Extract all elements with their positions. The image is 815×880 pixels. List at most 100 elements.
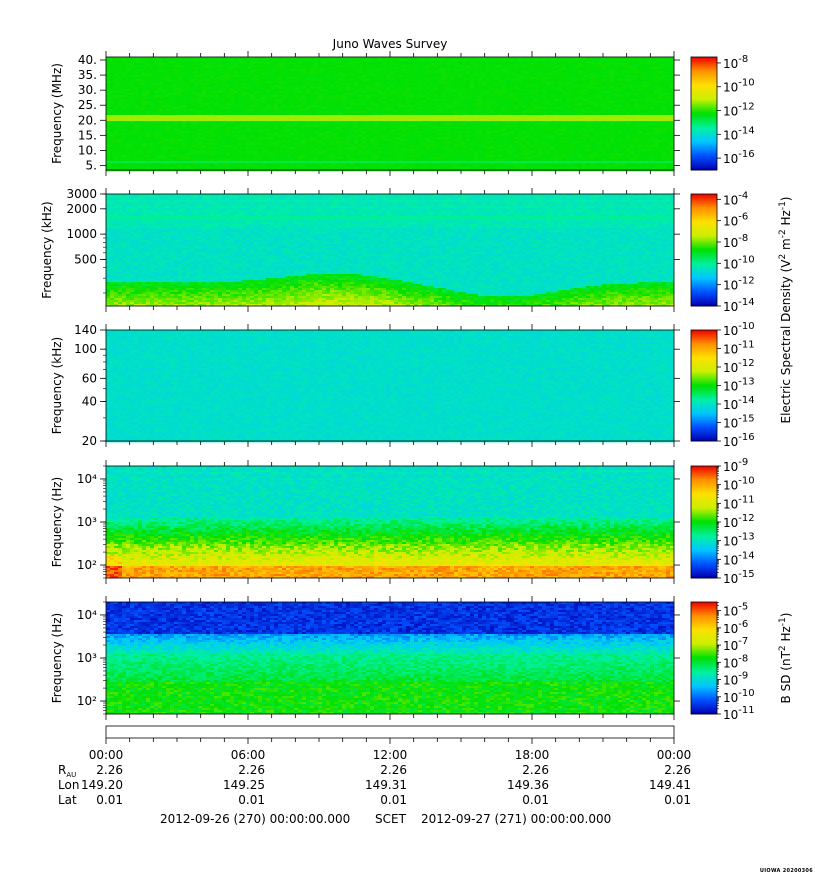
heatmap-cell xyxy=(306,103,311,106)
heatmap-cell xyxy=(534,121,539,124)
heatmap-cell xyxy=(466,65,471,68)
heatmap-cell xyxy=(374,117,379,120)
heatmap-cell xyxy=(374,71,379,74)
heatmap-cell xyxy=(470,99,475,102)
heatmap-cell xyxy=(666,125,671,128)
heatmap-cell xyxy=(554,59,559,62)
heatmap-cell xyxy=(182,63,187,66)
heatmap-cell xyxy=(574,65,579,68)
heatmap-cell xyxy=(478,117,483,120)
heatmap-cell xyxy=(474,81,479,84)
heatmap-cell xyxy=(146,63,151,66)
heatmap-cell xyxy=(110,115,115,118)
heatmap-cell xyxy=(590,123,595,126)
heatmap-cell xyxy=(566,87,571,90)
heatmap-cell xyxy=(186,95,191,98)
heatmap-cell xyxy=(506,123,511,126)
heatmap-cell xyxy=(194,127,199,130)
heatmap-cell xyxy=(162,65,167,68)
heatmap-cell xyxy=(190,103,195,106)
heatmap-cell xyxy=(374,113,379,116)
heatmap-cell xyxy=(262,119,267,122)
heatmap-cell xyxy=(146,73,151,76)
heatmap-cell xyxy=(606,117,611,120)
heatmap-cell xyxy=(582,121,587,124)
heatmap-cell xyxy=(426,59,431,62)
heatmap-cell xyxy=(278,83,283,86)
heatmap-cell xyxy=(318,65,323,68)
heatmap-cell xyxy=(510,61,515,64)
heatmap-cell xyxy=(442,95,447,98)
heatmap-cell xyxy=(422,61,427,64)
heatmap-cell xyxy=(290,89,295,92)
heatmap-cell xyxy=(390,121,395,124)
heatmap-cell xyxy=(170,83,175,86)
heatmap-cell xyxy=(666,83,671,86)
heatmap-cell xyxy=(626,113,631,116)
heatmap-cell xyxy=(442,121,447,124)
heatmap-cell xyxy=(494,59,499,62)
heatmap-cell xyxy=(526,81,531,84)
heatmap-cell xyxy=(550,87,555,90)
heatmap-cell xyxy=(118,83,123,86)
heatmap-cell xyxy=(566,111,571,114)
heatmap-cell xyxy=(562,71,567,74)
heatmap-cell xyxy=(350,107,355,110)
heatmap-cell xyxy=(582,67,587,70)
heatmap-cell xyxy=(210,87,215,90)
heatmap-cell xyxy=(594,89,599,92)
heatmap-cell xyxy=(450,91,455,94)
heatmap-cell xyxy=(170,79,175,82)
heatmap-cell xyxy=(426,113,431,116)
heatmap-cell xyxy=(150,71,155,74)
heatmap-cell xyxy=(358,99,363,102)
heatmap-cell xyxy=(622,119,627,122)
heatmap-cell xyxy=(370,71,375,74)
heatmap-cell xyxy=(434,115,439,118)
heatmap-cell xyxy=(358,57,363,60)
heatmap-cell xyxy=(370,69,375,72)
heatmap-cell xyxy=(490,125,495,128)
heatmap-cell xyxy=(126,109,131,112)
heatmap-cell xyxy=(650,87,655,90)
heatmap-cell xyxy=(478,67,483,70)
heatmap-cell xyxy=(354,107,359,110)
heatmap-cell xyxy=(166,93,171,96)
heatmap-cell xyxy=(246,115,251,118)
heatmap-cell xyxy=(310,85,315,88)
heatmap-cell xyxy=(322,59,327,62)
heatmap-cell xyxy=(638,109,643,112)
heatmap-cell xyxy=(614,115,619,118)
heatmap-cell xyxy=(306,89,311,92)
heatmap-cell xyxy=(502,67,507,70)
heatmap-cell xyxy=(346,61,351,64)
heatmap-cell xyxy=(142,103,147,106)
heatmap-cell xyxy=(378,119,383,122)
heatmap-cell xyxy=(454,117,459,120)
heatmap-cell xyxy=(658,65,663,68)
heatmap-cell xyxy=(450,105,455,108)
heatmap-cell xyxy=(222,99,227,102)
heatmap-cell xyxy=(630,117,635,120)
heatmap-cell xyxy=(318,97,323,100)
heatmap-cell xyxy=(450,73,455,76)
heatmap-cell xyxy=(294,71,299,74)
heatmap-cell xyxy=(618,119,623,122)
heatmap-cell xyxy=(406,67,411,70)
heatmap-cell xyxy=(382,103,387,106)
heatmap-cell xyxy=(266,79,271,82)
heatmap-cell xyxy=(130,105,135,108)
heatmap-cell xyxy=(138,61,143,64)
heatmap-cell xyxy=(114,67,119,70)
heatmap-cell xyxy=(190,73,195,76)
heatmap-cell xyxy=(414,119,419,122)
heatmap-cell xyxy=(310,71,315,74)
heatmap-cell xyxy=(434,93,439,96)
heatmap-cell xyxy=(162,95,167,98)
heatmap-cell xyxy=(230,81,235,84)
heatmap-cell xyxy=(126,77,131,80)
heatmap-cell xyxy=(530,79,535,82)
heatmap-cell xyxy=(486,125,491,128)
heatmap-cell xyxy=(242,65,247,68)
heatmap-cell xyxy=(462,89,467,92)
